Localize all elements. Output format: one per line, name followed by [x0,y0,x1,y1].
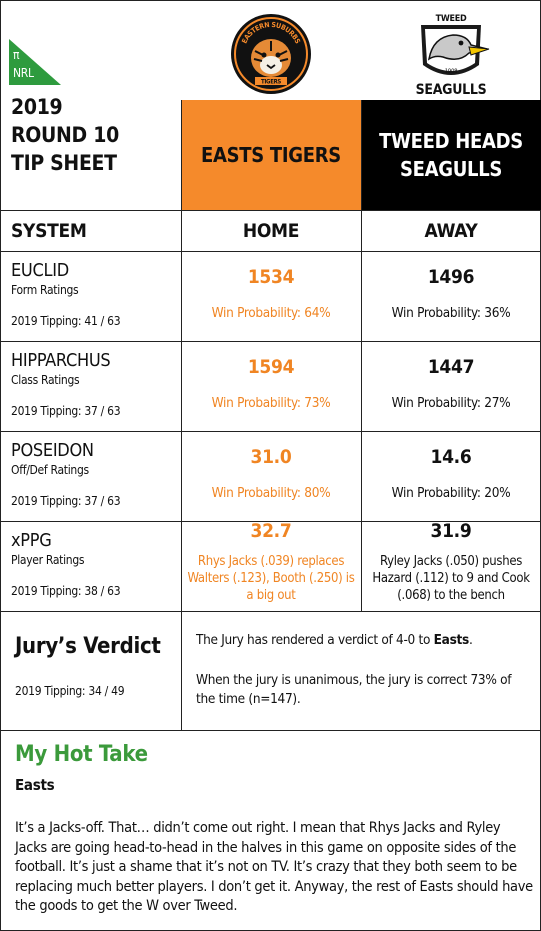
away-logo-top-text: TWEED [436,14,467,24]
away-team-name-line2: SEAGULLS [399,157,503,181]
divider [1,521,541,522]
column-header-system: SYSTEM [11,220,87,242]
system-tipping: 2019 Tipping: 38 / 63 [11,584,121,598]
brand-pi: π [13,48,20,62]
column-header-home: HOME [242,220,300,242]
hot-take-text: It’s a Jacks-off. That… didn’t come out … [15,820,533,914]
system-name-poseidon: POSEIDON [11,440,94,461]
jury-unanimous-note: When the jury is unanimous, the jury is … [196,672,512,707]
divider [1,611,541,612]
system-tipping: 2019 Tipping: 37 / 63 [11,494,121,508]
away-win-probability: Win Probability: 20% [391,485,511,501]
seagull-icon: TWEED 1908 SEAGULLS [416,14,490,98]
jury-tipping: 2019 Tipping: 34 / 49 [15,684,125,698]
jury-verdict-team: Easts [433,632,470,648]
away-rating: 31.9 [430,520,472,542]
home-rating: 31.0 [250,446,292,468]
divider [1,251,541,252]
brand-label: NRL [13,66,34,80]
system-name-hipparchus: HIPPARCHUS [11,350,111,371]
away-team-name-line1: TWEED HEADS [379,129,523,153]
system-sub: Form Ratings [11,283,79,297]
system-sub: Off/Def Ratings [11,463,89,477]
away-rating: 1496 [427,266,475,288]
title-line-round: ROUND 10 [11,123,119,147]
divider [181,100,182,611]
divider [1,210,541,211]
system-tipping: 2019 Tipping: 37 / 63 [11,404,121,418]
home-win-probability: Win Probability: 64% [211,305,331,321]
home-win-probability: Win Probability: 80% [211,485,331,501]
column-header-away: AWAY [424,220,478,242]
home-win-probability: Win Probability: 73% [211,395,331,411]
home-rating: 1534 [247,266,295,288]
home-rating: 1594 [247,356,295,378]
divider [181,611,182,730]
home-team-name: EASTS TIGERS [201,143,341,167]
home-team-banner: EASTS TIGERS [181,100,361,210]
pi-nrl-logo-icon: π NRL [9,39,61,85]
jury-verdict-suffix: . [468,632,473,648]
system-sub: Class Ratings [11,373,80,387]
away-win-probability: Win Probability: 36% [391,305,511,321]
system-sub: Player Ratings [11,553,85,567]
away-rating: 1447 [427,356,475,378]
away-team-banner: TWEED HEADS SEAGULLS [361,100,541,210]
away-logo-year: 1908 [445,68,458,75]
home-rating: 32.7 [250,520,292,542]
away-win-probability: Win Probability: 27% [391,395,511,411]
system-name-xppg: xPPG [11,530,52,551]
jury-verdict-prefix: The Jury has rendered a verdict of 4-0 t… [196,632,434,648]
divider [1,341,541,342]
system-tipping: 2019 Tipping: 41 / 63 [11,314,121,328]
title-line-sheet: TIP SHEET [11,151,117,175]
divider [1,431,541,432]
system-name-euclid: EUCLID [11,260,69,281]
hot-take-title: My Hot Take [15,742,148,767]
page-title: 2019 ROUND 10 TIP SHEET [11,93,176,177]
jury-verdict: The Jury has rendered a verdict of 4-0 t… [196,631,531,650]
divider [361,100,362,611]
home-player-note: Rhys Jacks (.039) replaces Walters (.123… [187,554,355,603]
away-logo-bottom-text: SEAGULLS [416,82,487,98]
title-line-year: 2019 [11,95,63,119]
tiger-head-icon: EASTERN SUBURBS TIGERS [231,14,311,94]
away-player-note: Ryley Jacks (.050) pushes Hazard (.112) … [372,554,530,603]
hot-take-team: Easts [15,776,55,794]
away-rating: 14.6 [430,446,472,468]
divider [1,730,541,731]
home-logo-bottom-text: TIGERS [261,79,281,86]
jury-title: Jury’s Verdict [15,634,161,659]
